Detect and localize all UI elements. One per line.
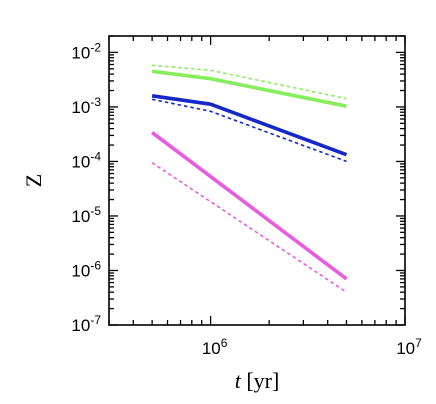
ticks-layer — [108, 35, 406, 326]
x-axis-title-var: t — [235, 368, 242, 393]
series-line-2 — [151, 94, 348, 157]
y-tick-label: 10-5 — [71, 204, 101, 226]
series-layer — [151, 64, 348, 293]
series-line-5 — [151, 162, 347, 293]
y-tick-label: 10-4 — [71, 149, 101, 171]
series-line-1 — [152, 64, 347, 100]
series-line-4 — [151, 131, 348, 281]
y-tick-label: 10-3 — [71, 95, 101, 117]
x-tick-label: 106 — [202, 336, 228, 358]
x-tick-label: 107 — [396, 336, 422, 358]
y-tick-label: 10-6 — [71, 258, 101, 280]
x-axis-title-unit: [yr] — [241, 368, 279, 393]
y-tick-label: 10-2 — [71, 40, 101, 62]
labels-layer: 106 107 10-7 10-6 10-5 10-4 10-3 10-2 — [71, 40, 422, 358]
series-line-3 — [151, 98, 347, 163]
plot-frame — [108, 35, 406, 326]
y-axis-title: Z — [21, 174, 46, 187]
x-axis-title: t [yr] — [235, 368, 280, 393]
series-line-0 — [151, 69, 347, 108]
y-tick-label: 10-7 — [71, 313, 101, 335]
